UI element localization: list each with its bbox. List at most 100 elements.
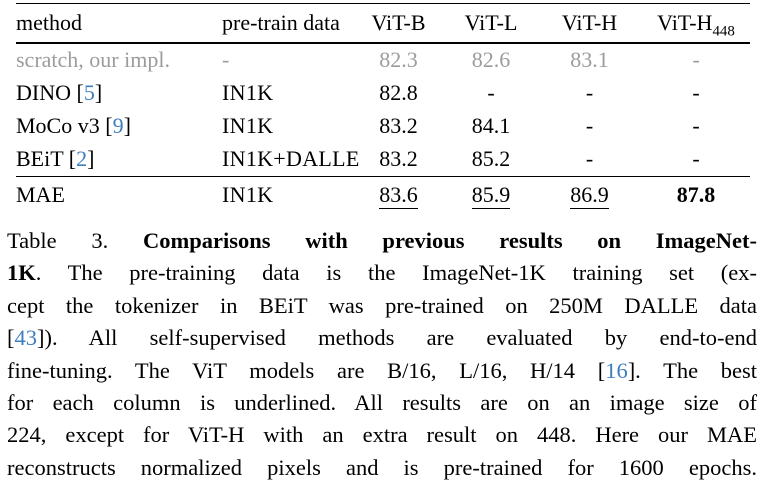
text-segment: DINO [ [16,80,84,105]
best-result-underlined: 83.6 [379,182,418,209]
result-value: - [692,113,700,138]
result-value-cell: 82.8 [352,77,445,110]
citation-link[interactable]: 5 [83,80,95,105]
result-value-cell: - [642,143,750,177]
results-table-container: method pre-train data ViT-B ViT-L ViT-H ViT-H… [16,3,750,212]
text-segment: for each column is underlined. All resul… [7,390,757,416]
table-body: scratch, our impl. -82.3 82.6 83.1- DINO [5]… [16,43,750,212]
text-segment: MAE [16,182,65,207]
method-cell: MAE [16,176,222,212]
caption-line: [43]). All self-supervised methods are e… [7,322,757,354]
result-value-cell: - [537,143,642,177]
result-value: - [585,146,594,171]
best-result-bold: 87.8 [676,182,716,207]
result-value: - [585,80,594,105]
result-value-cell: 82.6 [445,43,537,77]
column-header-vitb: ViT-B [352,3,445,44]
results-table: method pre-train data ViT-B ViT-L ViT-H ViT-H… [16,3,750,212]
result-value: 85.2 [471,146,511,171]
result-value-cell: 85.9 [445,176,537,212]
text-segment: [ [7,325,15,351]
column-header-vith448: ViT-H448 [642,3,750,44]
text-segment: cept the tokenizer in BEiT was pre-train… [7,292,757,318]
text-segment: Table 3. [7,228,143,253]
text-segment: . The pre-training data is the ImageNet-… [35,260,757,286]
table-row-moco-v3: MoCo v3 [9] IN1K 83.2 84.1- - [16,110,750,143]
text-segment: reconstructs normalized pixels and is pr… [7,454,757,480]
result-value: - [487,80,495,105]
column-header-pretrain: pre-train data [222,3,352,44]
citation-link[interactable]: 9 [112,113,124,138]
pretrain-data-cell: IN1K [222,176,352,212]
text-segment: 1K [7,260,36,286]
header-subscript: 448 [712,23,735,40]
citation-link[interactable]: 43 [14,325,38,351]
result-value: 82.6 [471,47,511,72]
text-segment: fine-tuning. The ViT models are B/16, L/… [7,357,606,383]
text-segment: ] [123,113,131,138]
result-value-cell: 83.2 [352,110,445,143]
method-cell: MoCo v3 [9] [16,110,222,143]
result-value-cell: 83.2 [352,143,445,177]
result-value-cell: - [537,77,642,110]
text-segment: MoCo v3 [ [16,113,113,138]
best-result-underlined: 86.9 [570,182,609,209]
table-row-mae: MAE IN1K 83.6 85.9 86.9 87.8 [16,176,750,212]
pretrain-data-cell: - [222,47,230,72]
caption-line: Table 3. Comparisons with previous resul… [7,225,757,257]
table-row-dino: DINO [5] IN1K 82.8- - - [16,77,750,110]
caption-line: for each column is underlined. All resul… [7,387,757,419]
text-segment: scratch, our impl. [16,47,170,72]
table-header-row: method pre-train data ViT-B ViT-L ViT-H ViT-H… [16,3,750,44]
result-value-cell: - [642,43,750,77]
result-value-cell: 86.9 [537,176,642,212]
text-segment: ]. The best [627,357,757,383]
result-value: - [692,47,700,72]
pretrain-data-cell: IN1K [222,80,274,105]
pretrain-data-cell: IN1K [222,113,274,138]
table-caption: Table 3. Comparisons with previous resul… [7,225,757,484]
text-segment: ] [94,80,103,105]
result-value-cell: - [445,77,537,110]
result-value-cell: - [642,77,750,110]
citation-link[interactable]: 16 [605,357,628,383]
caption-line: fine-tuning. The ViT models are B/16, L/… [7,355,757,387]
caption-line: reconstructs normalized pixels and is pr… [7,452,757,484]
text-segment: ] [87,146,95,171]
method-cell: BEiT [2] [16,143,222,177]
method-cell: DINO [5] [16,77,222,110]
pretrain-data-cell: IN1K+DALLE [222,146,360,171]
column-header-vitl: ViT-L [445,3,537,44]
table-row-beit: BEiT [2] IN1K+DALLE 83.2 85.2- - [16,143,750,177]
result-value: - [585,113,594,138]
result-value: 84.1 [471,113,511,138]
result-value: 82.3 [379,47,418,72]
result-value-cell: 83.6 [352,176,445,212]
result-value-cell: - [642,110,750,143]
result-value-cell: - [537,110,642,143]
result-value: - [692,80,700,105]
result-value: 83.2 [379,146,418,171]
result-value-cell: 85.2 [445,143,537,177]
text-segment: BEiT [ [16,146,77,171]
result-value-cell: 87.8 [642,176,750,212]
caption-line: 224, except for ViT-H with an extra resu… [7,419,757,451]
text-segment: Comparisons with previous results on Ima… [142,228,757,253]
caption-line: cept the tokenizer in BEiT was pre-train… [7,290,757,322]
result-value: 82.8 [379,80,418,105]
column-header-vith: ViT-H [537,3,642,44]
result-value: 83.1 [570,47,609,72]
result-value: - [692,146,700,171]
result-value-cell: 83.1 [537,43,642,77]
method-cell: scratch, our impl. [16,43,222,77]
text-segment: 224, except for ViT-H with an extra resu… [7,422,757,448]
result-value-cell: 84.1 [445,110,537,143]
caption-line: 1K. The pre-training data is the ImageNe… [7,257,757,289]
result-value: 83.2 [379,113,418,138]
result-value-cell: 82.3 [352,43,445,77]
citation-link[interactable]: 2 [76,146,88,171]
text-segment: ]). All self-supervised methods are eval… [37,325,757,351]
column-header-method: method [16,3,222,44]
table-row-scratch: scratch, our impl. - 82.3 82.6 83.1 - [16,43,750,77]
best-result-underlined: 85.9 [471,182,511,209]
